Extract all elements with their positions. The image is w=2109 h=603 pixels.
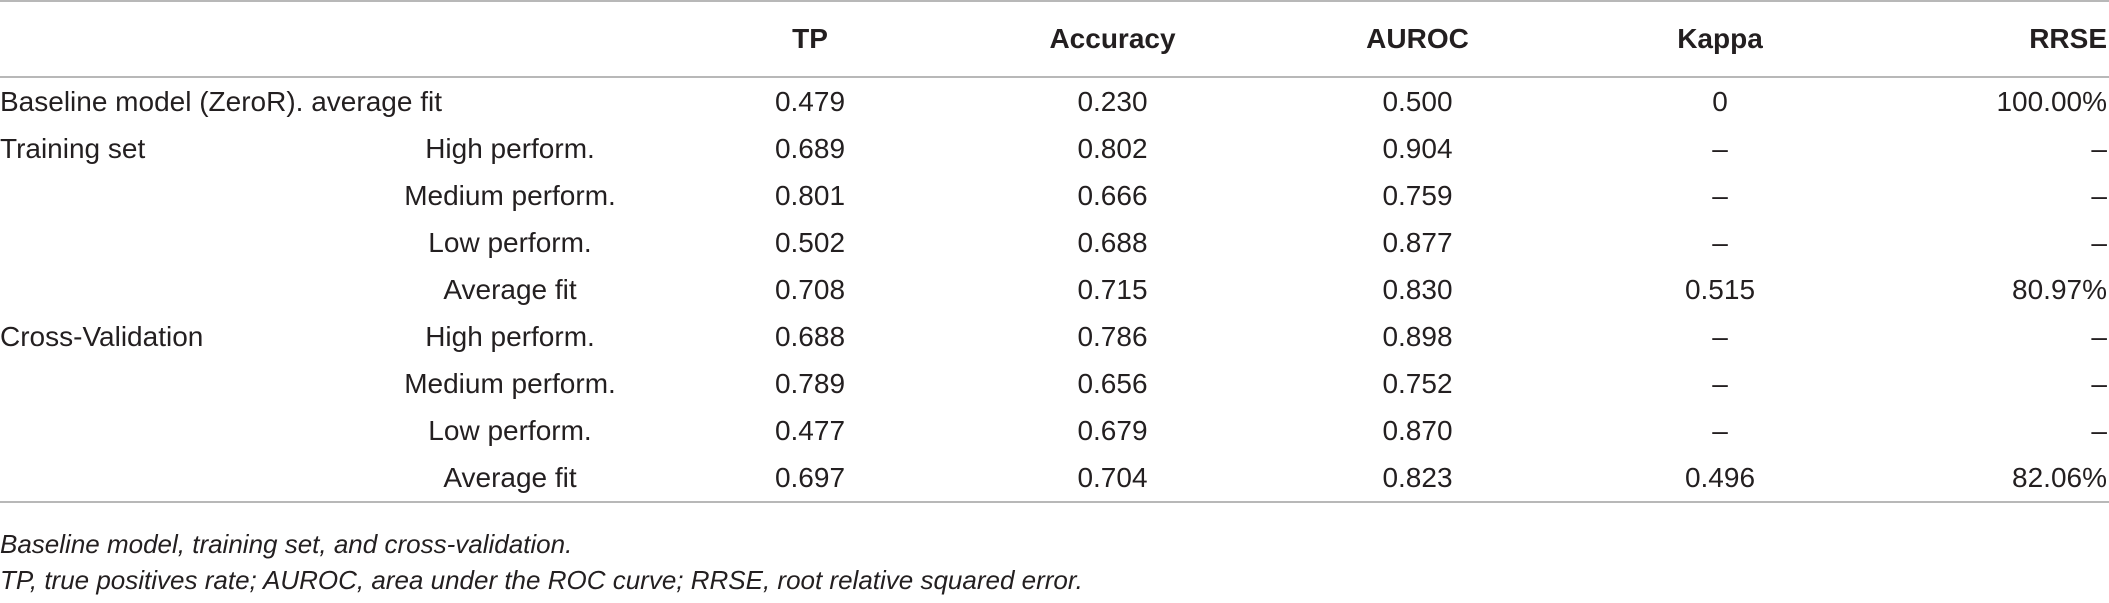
row-group-label: Training set bbox=[0, 132, 146, 164]
abbreviations-note: TP, true positives rate; AUROC, area und… bbox=[0, 565, 1083, 595]
header-rrse: RRSE bbox=[1870, 0, 2109, 78]
cell-tp: 0.479 bbox=[774, 85, 846, 117]
header-group bbox=[0, 0, 360, 78]
table-footnotes: Baseline model, training set, and cross-… bbox=[0, 526, 1083, 598]
row-subgroup-label: Medium perform. bbox=[404, 367, 616, 399]
cell-rrse: – bbox=[2091, 226, 2107, 258]
cell-accuracy: 0.679 bbox=[1077, 414, 1148, 446]
cell-tp: 0.688 bbox=[774, 320, 846, 352]
cell-tp: 0.708 bbox=[774, 273, 846, 305]
cell-rrse: – bbox=[2091, 320, 2107, 352]
row-group-label bbox=[0, 172, 360, 219]
cell-auroc: 0.870 bbox=[1382, 414, 1453, 446]
cell-auroc: 0.752 bbox=[1382, 367, 1453, 399]
cell-tp: 0.789 bbox=[774, 367, 846, 399]
cell-accuracy: 0.715 bbox=[1077, 273, 1148, 305]
cell-rrse: – bbox=[2091, 179, 2107, 211]
cell-accuracy: 0.802 bbox=[1077, 132, 1148, 164]
cell-accuracy: 0.230 bbox=[1077, 85, 1148, 117]
cell-kappa: – bbox=[1712, 414, 1728, 446]
cell-kappa: – bbox=[1712, 320, 1728, 352]
header-kappa: Kappa bbox=[1570, 0, 1870, 78]
table-row: Average fit 0.697 0.704 0.823 0.496 82.06% bbox=[0, 454, 2109, 503]
table-row: Baseline model (ZeroR). average fit 0.479… bbox=[0, 77, 2109, 125]
header-accuracy: Accuracy bbox=[960, 0, 1265, 78]
cell-rrse: 82.06% bbox=[1870, 454, 2109, 503]
cell-tp: 0.502 bbox=[774, 226, 846, 258]
results-table-container: TP Accuracy AUROC Kappa RRSE Baseline mo… bbox=[0, 0, 2109, 503]
cell-kappa: 0.515 bbox=[1684, 273, 1756, 305]
table-row: Medium perform. 0.789 0.656 0.752 – – bbox=[0, 360, 2109, 407]
cell-rrse: 80.97% bbox=[2012, 273, 2107, 305]
row-group-label bbox=[0, 454, 360, 503]
cell-accuracy: 0.688 bbox=[1077, 226, 1148, 258]
cell-accuracy: 0.666 bbox=[1077, 179, 1148, 211]
cell-tp: 0.689 bbox=[774, 132, 846, 164]
cell-accuracy: 0.704 bbox=[960, 454, 1265, 503]
table-row: Low perform. 0.502 0.688 0.877 – – bbox=[0, 219, 2109, 266]
cell-rrse: – bbox=[2091, 132, 2107, 164]
cell-kappa: – bbox=[1712, 132, 1728, 164]
cell-rrse: 100.00% bbox=[1996, 85, 2107, 117]
row-subgroup-label: Low perform. bbox=[428, 414, 592, 446]
cell-tp: 0.477 bbox=[774, 414, 846, 446]
cell-kappa: 0.496 bbox=[1570, 454, 1870, 503]
table-row: Medium perform. 0.801 0.666 0.759 – – bbox=[0, 172, 2109, 219]
table-row: Cross-Validation High perform. 0.688 0.786 0… bbox=[0, 313, 2109, 360]
cell-auroc: 0.898 bbox=[1382, 320, 1453, 352]
cell-auroc: 0.500 bbox=[1382, 85, 1453, 117]
cell-kappa: – bbox=[1712, 367, 1728, 399]
table-caption: Baseline model, training set, and cross-… bbox=[0, 529, 573, 559]
header-auroc: AUROC bbox=[1265, 0, 1570, 78]
row-subgroup-label: Medium perform. bbox=[404, 179, 616, 211]
row-subgroup-label: High perform. bbox=[425, 320, 595, 352]
row-group-label bbox=[0, 266, 360, 313]
row-subgroup-label: Average fit bbox=[360, 454, 660, 503]
row-subgroup-label: High perform. bbox=[425, 132, 595, 164]
cell-auroc: 0.830 bbox=[1382, 273, 1453, 305]
row-group-label: Baseline model (ZeroR). average fit bbox=[0, 85, 442, 117]
results-table: TP Accuracy AUROC Kappa RRSE Baseline mo… bbox=[0, 0, 2109, 503]
table-row: Average fit 0.708 0.715 0.830 0.515 80.97% bbox=[0, 266, 2109, 313]
cell-accuracy: 0.656 bbox=[1077, 367, 1148, 399]
row-group-label bbox=[0, 407, 360, 454]
cell-auroc: 0.759 bbox=[1382, 179, 1453, 211]
row-subgroup-label: Average fit bbox=[443, 273, 577, 305]
cell-auroc: 0.877 bbox=[1382, 226, 1453, 258]
header-subgroup bbox=[360, 0, 660, 78]
cell-tp: 0.801 bbox=[774, 179, 846, 211]
header-tp: TP bbox=[660, 0, 960, 78]
cell-kappa: – bbox=[1712, 179, 1728, 211]
cell-auroc: 0.904 bbox=[1382, 132, 1453, 164]
cell-auroc: 0.823 bbox=[1265, 454, 1570, 503]
cell-tp: 0.697 bbox=[660, 454, 960, 503]
row-subgroup-label: Low perform. bbox=[428, 226, 592, 258]
cell-rrse: – bbox=[2091, 367, 2107, 399]
cell-kappa: 0 bbox=[1712, 85, 1728, 117]
table-body: Baseline model (ZeroR). average fit 0.479… bbox=[0, 77, 2109, 503]
cell-accuracy: 0.786 bbox=[1077, 320, 1148, 352]
header-row: TP Accuracy AUROC Kappa RRSE bbox=[0, 0, 2109, 78]
row-group-label: Cross-Validation bbox=[0, 320, 204, 352]
row-group-label bbox=[0, 360, 360, 407]
row-group-label bbox=[0, 219, 360, 266]
cell-rrse: – bbox=[2091, 414, 2107, 446]
table-row: Training set High perform. 0.689 0.802 0.904… bbox=[0, 125, 2109, 172]
cell-kappa: – bbox=[1712, 226, 1728, 258]
table-row: Low perform. 0.477 0.679 0.870 – – bbox=[0, 407, 2109, 454]
